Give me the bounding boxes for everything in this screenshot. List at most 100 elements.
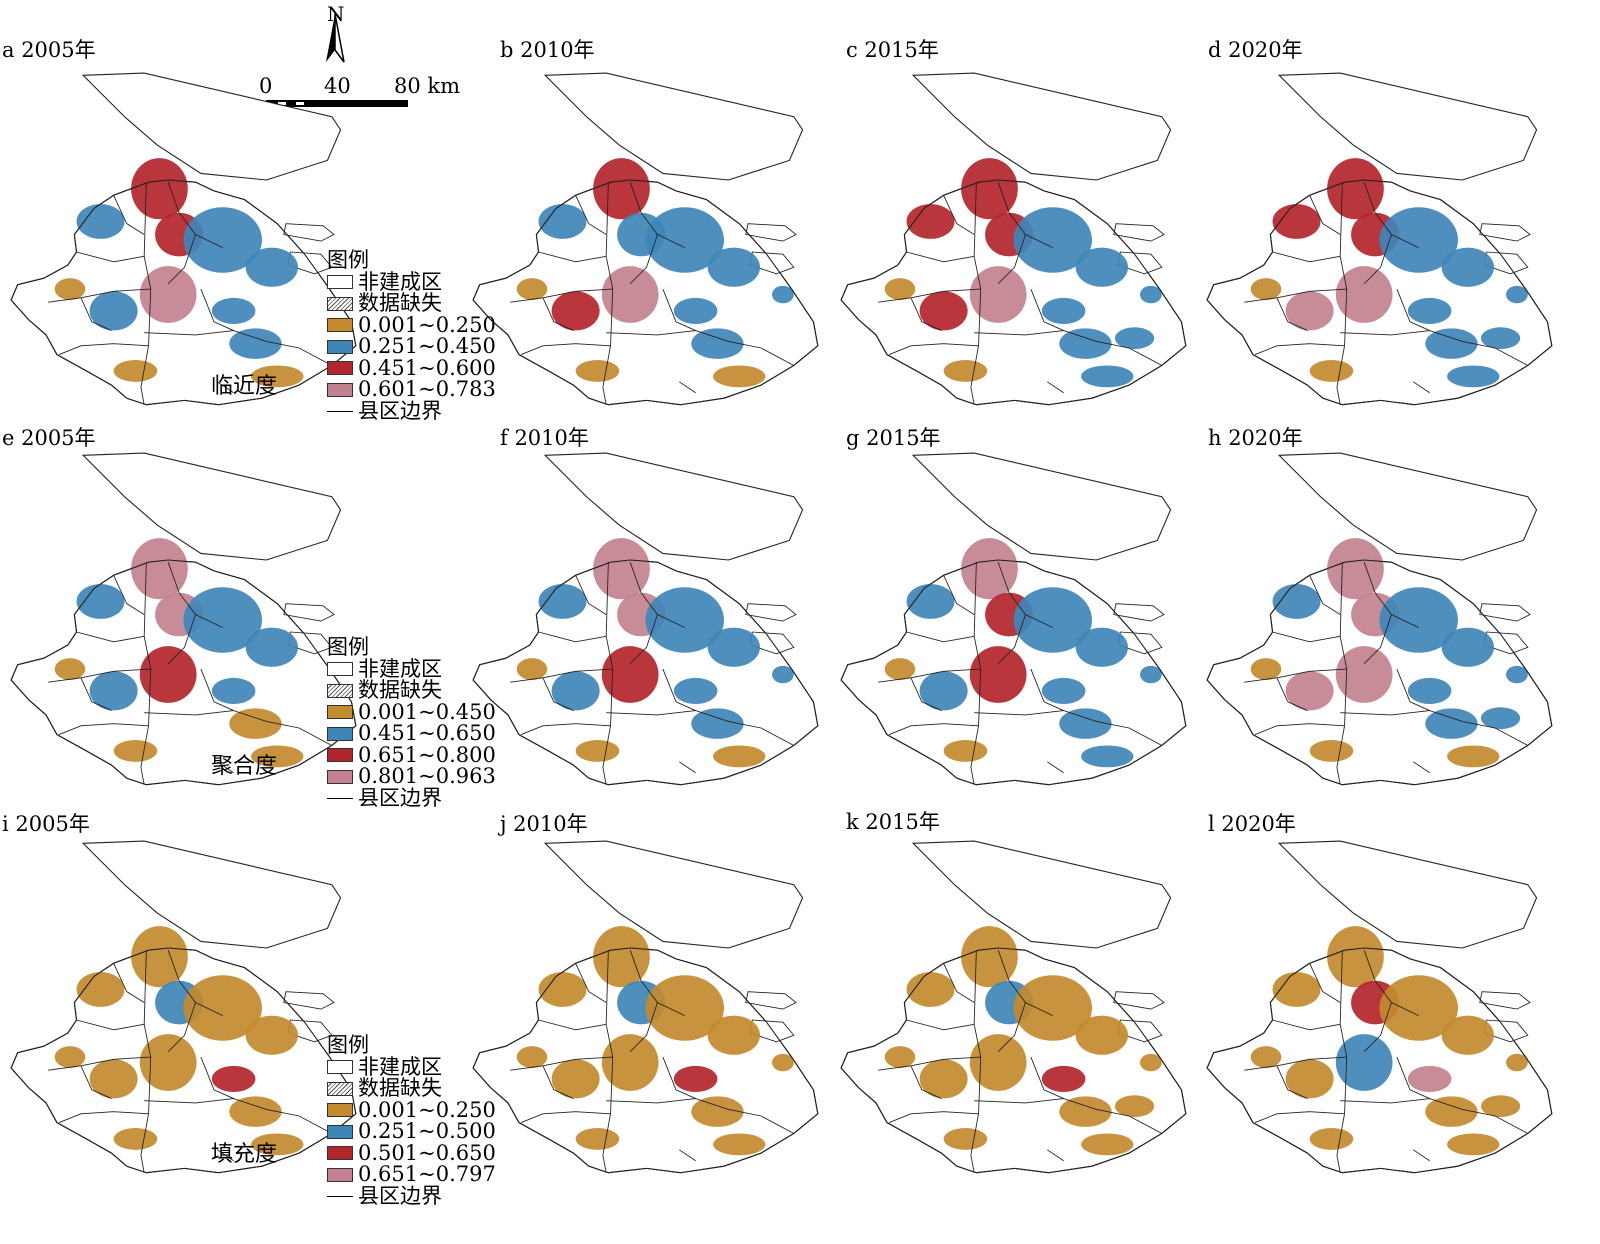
legend-item: 数据缺失: [327, 1077, 502, 1100]
county-boundary: [144, 1098, 333, 1134]
county-boundary: [1272, 631, 1341, 643]
panel-label-j: j 2010年: [500, 812, 588, 836]
coastline: [840, 947, 1187, 1174]
built-up-patch: [673, 677, 718, 704]
county-boundary: [1254, 723, 1345, 735]
county-boundary: [970, 950, 982, 1173]
county-boundary: [1272, 1019, 1341, 1031]
county-boundary: [167, 234, 196, 284]
legend-swatch: [327, 769, 353, 784]
legend-label: 县区边界: [358, 398, 442, 423]
legend-label: 0.801~0.963: [358, 764, 496, 788]
built-up-patch: [183, 587, 262, 653]
panel-label-b: b 2010年: [500, 38, 595, 62]
built-up-patch: [772, 285, 794, 304]
built-up-patch: [601, 266, 659, 323]
county-boundary: [1047, 1149, 1064, 1162]
coastline: [840, 179, 1187, 406]
built-up-patch: [1059, 328, 1112, 359]
built-up-patch: [1327, 538, 1384, 600]
county-boundary: [1276, 297, 1308, 331]
legend-swatch: [327, 1167, 353, 1182]
map-b: [472, 72, 819, 406]
county-boundary: [943, 963, 975, 1003]
legend-label: 0.001~0.250: [358, 312, 496, 337]
built-up-patch: [1081, 365, 1134, 388]
built-up-patch: [884, 658, 916, 680]
built-up-patch: [1407, 1065, 1452, 1092]
county-boundary: [970, 562, 982, 785]
legend-swatch: [327, 1060, 353, 1075]
metric-label-aggregation: 聚合度: [211, 754, 278, 779]
built-up-patch: [943, 1128, 988, 1150]
panel-label-i: i 2005年: [2, 812, 90, 836]
county-boundary: [888, 723, 979, 735]
small-island: [745, 603, 797, 622]
county-boundary: [679, 1149, 696, 1162]
built-up-patch: [1081, 1133, 1134, 1156]
county-boundary: [217, 381, 234, 394]
county-boundary: [167, 1002, 196, 1052]
island-outline: [1277, 72, 1538, 181]
county-boundary: [1244, 668, 1347, 683]
island-outline: [81, 72, 342, 181]
legend-swatch: [327, 339, 353, 354]
built-up-patch: [1140, 1053, 1162, 1072]
built-up-patch: [772, 665, 794, 684]
built-up-patch: [131, 158, 188, 220]
built-up-patch: [1480, 707, 1521, 730]
county-boundary: [542, 297, 574, 331]
map-i: [10, 840, 357, 1174]
built-up-patch: [89, 671, 138, 711]
county-boundary: [997, 950, 1053, 1017]
county-boundary: [520, 1111, 611, 1123]
built-up-patch: [1250, 278, 1282, 300]
county-boundary: [1413, 761, 1430, 774]
coastline: [1206, 179, 1553, 406]
built-up-patch: [593, 926, 650, 988]
built-up-patch: [1140, 285, 1162, 304]
built-up-patch: [245, 247, 298, 287]
built-up-patch: [575, 360, 620, 382]
legend-label: 0.251~0.500: [358, 1119, 496, 1143]
built-up-patch: [1441, 247, 1494, 287]
built-up-patch: [919, 1059, 968, 1099]
legend-item: 非建成区: [327, 271, 502, 294]
coastline: [10, 179, 357, 406]
built-up-patch: [516, 278, 548, 300]
county-boundary: [888, 343, 979, 355]
county-boundary: [943, 195, 975, 235]
built-up-patch: [1480, 1095, 1521, 1118]
scale-bar: [266, 100, 408, 107]
built-up-patch: [516, 1046, 548, 1068]
coastline: [10, 559, 357, 786]
county-boundary: [140, 562, 152, 785]
legend-swatch: [327, 296, 353, 311]
county-boundary: [113, 195, 145, 235]
built-up-patch: [1081, 745, 1134, 768]
built-up-patch: [969, 266, 1027, 323]
county-boundary: [629, 1002, 658, 1052]
built-up-patch: [551, 1059, 600, 1099]
county-boundary: [679, 761, 696, 774]
county-boundary: [1309, 195, 1341, 235]
built-up-patch: [1506, 665, 1528, 684]
built-up-patch: [229, 1096, 282, 1127]
legend-label: 数据缺失: [358, 678, 442, 702]
built-up-patch: [575, 740, 620, 762]
map-k: [840, 840, 1187, 1174]
built-up-patch: [551, 291, 600, 331]
built-up-patch: [919, 671, 968, 711]
county-boundary: [217, 1149, 234, 1162]
county-boundary: [910, 1065, 942, 1099]
small-island: [1479, 603, 1531, 622]
county-boundary: [906, 631, 975, 643]
built-up-patch: [1272, 584, 1321, 619]
legend-swatch: [327, 705, 353, 720]
county-boundary: [48, 1056, 151, 1071]
legend-item: 县区边界: [327, 787, 502, 810]
county-boundary: [906, 251, 975, 263]
county-boundary: [1047, 761, 1064, 774]
coastline: [1206, 947, 1553, 1174]
county-boundary: [629, 182, 685, 249]
